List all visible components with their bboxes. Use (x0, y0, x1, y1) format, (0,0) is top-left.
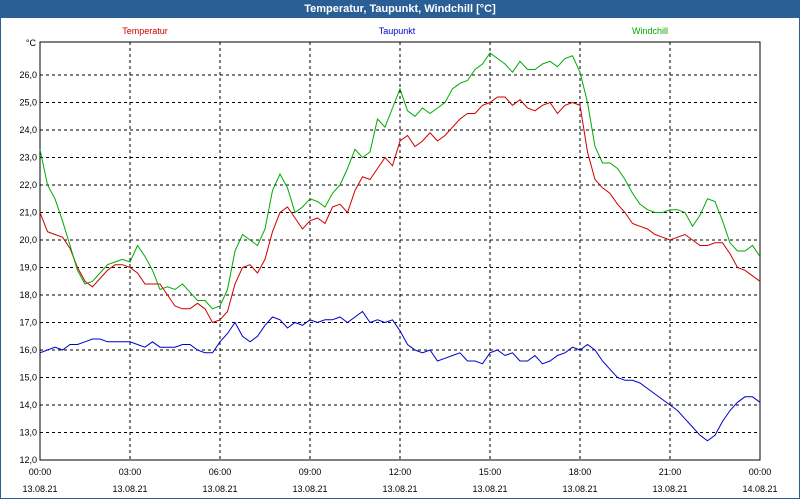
x-tick-label-time: 03:00 (119, 467, 142, 477)
x-tick-label-time: 12:00 (389, 467, 412, 477)
y-tick-label: 20,0 (19, 235, 37, 245)
x-tick-label-date: 13.08.21 (382, 484, 417, 494)
y-tick-label: 24,0 (19, 125, 37, 135)
legend-temperatur: Temperatur (122, 26, 168, 36)
y-tick-label: 23,0 (19, 153, 37, 163)
y-tick-label: 25,0 (19, 98, 37, 108)
y-tick-label: 26,0 (19, 70, 37, 80)
legend-windchill: Windchill (632, 26, 668, 36)
x-tick-label-time: 06:00 (209, 467, 232, 477)
series-line-windchill (39, 52, 761, 310)
y-tick-label: 22,0 (19, 180, 37, 190)
y-tick-label: 14,0 (19, 400, 37, 410)
x-tick-label-date: 13.08.21 (652, 484, 687, 494)
y-axis-label: °C (26, 38, 37, 48)
x-tick-label-date: 13.08.21 (202, 484, 237, 494)
x-tick-label-time: 15:00 (479, 467, 502, 477)
chart-title: Temperatur, Taupunkt, Windchill [°C] (0, 0, 800, 18)
y-tick-label: 17,0 (19, 318, 37, 328)
x-tick-label-date: 13.08.21 (472, 484, 507, 494)
x-tick-label-date: 13.08.21 (112, 484, 147, 494)
x-tick-label-time: 18:00 (569, 467, 592, 477)
x-tick-label-date: 14.08.21 (742, 484, 777, 494)
y-tick-label: 19,0 (19, 263, 37, 273)
x-tick-label-date: 13.08.21 (292, 484, 327, 494)
x-tick-label-date: 13.08.21 (22, 484, 57, 494)
y-tick-label: 18,0 (19, 290, 37, 300)
x-tick-label-time: 00:00 (29, 467, 52, 477)
y-tick-label: 12,0 (19, 455, 37, 465)
x-tick-label-date: 13.08.21 (562, 484, 597, 494)
y-tick-label: 21,0 (19, 208, 37, 218)
y-tick-label: 13,0 (19, 428, 37, 438)
y-tick-label: 16,0 (19, 345, 37, 355)
series-line-taupunkt (39, 310, 761, 442)
x-tick-label-time: 21:00 (659, 467, 682, 477)
x-tick-label-time: 00:00 (749, 467, 772, 477)
series-line-temperatur (39, 96, 761, 324)
legend-taupunkt: Taupunkt (379, 26, 416, 36)
x-tick-label-time: 09:00 (299, 467, 322, 477)
plot-area (39, 41, 761, 461)
y-tick-label: 15,0 (19, 373, 37, 383)
